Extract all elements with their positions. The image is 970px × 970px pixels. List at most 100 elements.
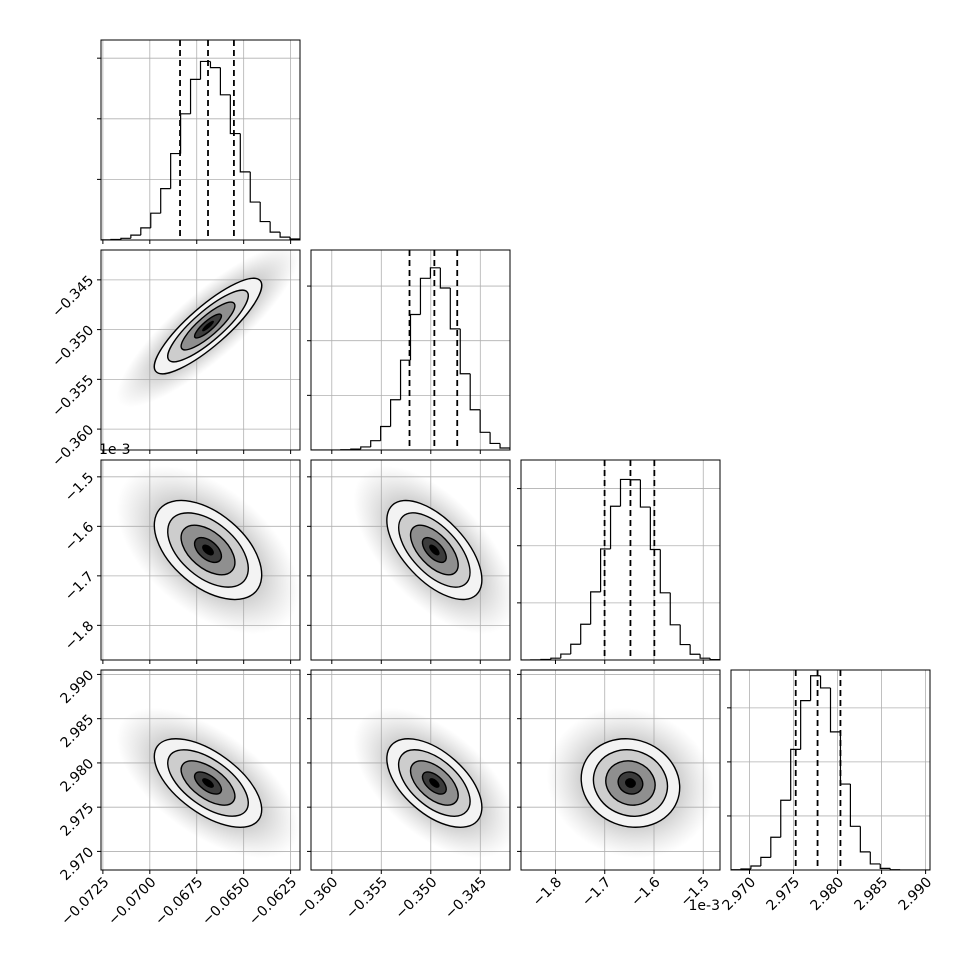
- y-offset-label: 1e-3: [99, 442, 130, 458]
- y-tick-label: 2.985: [58, 712, 98, 752]
- histogram-bin: [370, 440, 381, 447]
- histogram-bin: [429, 267, 441, 279]
- histogram-bin: [859, 826, 871, 853]
- x-tick-label: 2.970: [719, 874, 759, 914]
- histogram-bin: [249, 171, 261, 203]
- histogram-bin: [390, 399, 401, 427]
- panel: [311, 670, 510, 870]
- contour: [167, 749, 249, 817]
- contour: [409, 524, 459, 576]
- histogram-bin: [279, 232, 291, 238]
- y-tick-label: −0.360: [49, 422, 97, 470]
- contour: [180, 760, 236, 806]
- histogram-bin: [570, 643, 581, 655]
- x-tick-label: −0.0650: [199, 874, 253, 928]
- x-tick-label: 2.980: [808, 874, 848, 914]
- histogram-bin: [790, 748, 801, 801]
- x-tick-label: −0.345: [442, 874, 490, 922]
- panel-frame: [100, 39, 301, 241]
- x-tick-label: −0.360: [293, 874, 341, 922]
- density-peak: [429, 544, 440, 556]
- histogram-bin: [699, 654, 711, 659]
- histogram-bin: [199, 60, 211, 80]
- contour: [153, 277, 263, 375]
- histogram-bin: [150, 212, 161, 228]
- panel: [311, 250, 510, 450]
- contour: [167, 289, 249, 363]
- histogram-bin: [229, 94, 241, 135]
- histogram-bin: [580, 623, 591, 645]
- histogram-bin: [289, 237, 300, 240]
- histogram-bin: [479, 409, 491, 433]
- y-tick-label: −1.7: [62, 569, 97, 604]
- contour: [409, 760, 459, 806]
- x-tick-label: −1.8: [530, 874, 565, 909]
- panel: [521, 460, 720, 660]
- contour: [167, 512, 249, 588]
- panel: [101, 670, 300, 870]
- density-peak: [625, 778, 636, 788]
- contour: [153, 499, 263, 601]
- histogram-bin: [259, 202, 271, 223]
- panel: [311, 460, 510, 660]
- contour: [180, 524, 236, 576]
- contour: [153, 738, 263, 828]
- histogram-bin: [619, 478, 631, 507]
- x-tick-label: 2.985: [852, 874, 892, 914]
- panel-frame: [520, 459, 721, 661]
- histogram-bin: [239, 133, 251, 173]
- histogram-bin: [679, 624, 691, 646]
- histogram-bin: [839, 731, 851, 785]
- histogram-bin: [689, 644, 701, 655]
- y-tick-label: −1.6: [62, 519, 97, 554]
- histogram-bin: [209, 61, 221, 69]
- histogram-bin: [609, 505, 621, 549]
- x-tick-label: −0.0675: [152, 874, 206, 928]
- histogram-bin: [419, 277, 431, 315]
- contour: [617, 771, 644, 795]
- panel: [101, 40, 300, 240]
- panel: [521, 670, 720, 870]
- panel-frame: [520, 669, 721, 871]
- histogram-bin: [889, 868, 901, 870]
- histogram-bin: [590, 591, 601, 625]
- panel: [731, 670, 930, 870]
- contour: [421, 771, 447, 795]
- contour: [421, 536, 447, 564]
- contour: [398, 749, 471, 817]
- histogram-bin: [380, 425, 391, 441]
- histogram-bin: [819, 675, 831, 689]
- histogram-bin: [130, 234, 141, 239]
- histogram-bin: [399, 359, 411, 400]
- histogram-bin: [550, 657, 561, 660]
- histogram-bin: [459, 328, 471, 375]
- histogram-bin: [449, 288, 461, 330]
- histogram-bin: [770, 836, 781, 858]
- y-tick-label: 2.990: [58, 667, 98, 707]
- y-tick-label: −0.350: [49, 323, 97, 371]
- histogram-bin: [170, 152, 181, 189]
- y-tick-label: −0.355: [49, 372, 97, 420]
- contour: [386, 499, 483, 601]
- histogram-bin: [760, 856, 771, 866]
- contour: [605, 760, 656, 806]
- x-tick-label: −0.0700: [105, 874, 159, 928]
- contour: [193, 771, 223, 795]
- y-tick-label: −1.5: [62, 470, 97, 505]
- histogram-bin: [659, 549, 671, 594]
- contour: [193, 536, 223, 564]
- histogram-bin: [120, 237, 131, 240]
- panel-frame: [100, 459, 301, 661]
- x-tick-label: −1.7: [579, 874, 614, 909]
- histogram-bin: [669, 592, 681, 626]
- histogram-bin: [800, 699, 811, 750]
- histogram-bin: [600, 548, 611, 592]
- histogram-bin: [499, 443, 510, 450]
- panel: [101, 250, 300, 450]
- histogram-bin: [780, 799, 791, 838]
- histogram-bin: [180, 113, 191, 154]
- panel-frame: [310, 459, 511, 661]
- y-tick-label: 2.980: [58, 756, 98, 796]
